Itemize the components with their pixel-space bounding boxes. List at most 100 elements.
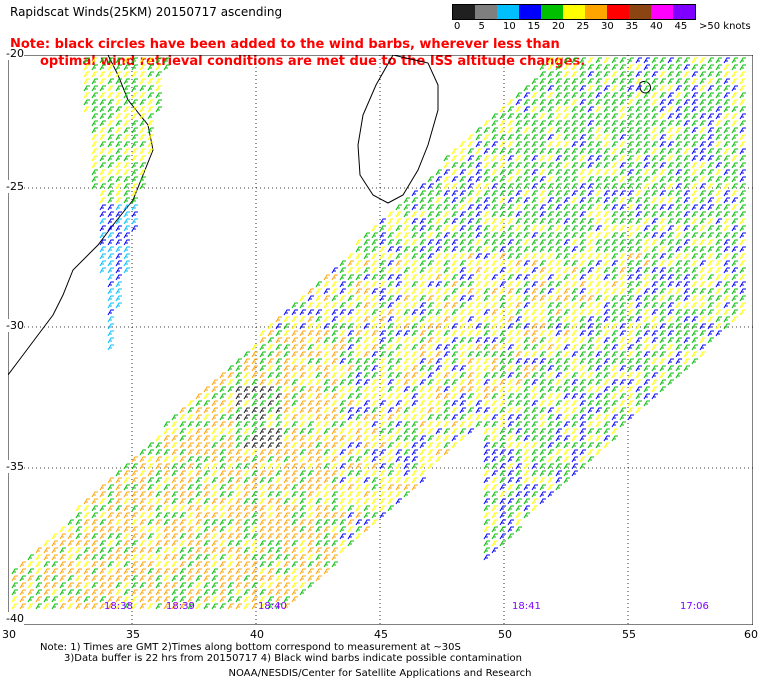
wind-barb bbox=[107, 323, 114, 330]
wind-barb bbox=[43, 540, 50, 547]
wind-barb bbox=[675, 190, 682, 197]
wind-barb bbox=[331, 484, 338, 491]
wind-barb bbox=[443, 204, 450, 211]
wind-barb bbox=[547, 400, 554, 407]
wind-barb bbox=[107, 78, 114, 85]
wind-barb bbox=[331, 463, 338, 470]
wind-barb bbox=[603, 344, 610, 351]
wind-barb bbox=[371, 260, 378, 267]
wind-barb bbox=[43, 554, 50, 561]
wind-barb bbox=[523, 218, 530, 225]
wind-barb bbox=[595, 309, 602, 316]
wind-barb bbox=[651, 309, 658, 316]
wind-barb bbox=[451, 351, 458, 358]
wind-barb bbox=[699, 344, 706, 351]
wind-barb bbox=[67, 526, 74, 533]
wind-barb bbox=[307, 463, 314, 470]
longitude-label: 40 bbox=[250, 628, 264, 641]
wind-barb bbox=[131, 169, 138, 176]
wind-barb bbox=[739, 85, 746, 92]
wind-barb bbox=[547, 232, 554, 239]
wind-barb bbox=[643, 295, 650, 302]
wind-barb bbox=[115, 582, 122, 589]
wind-barb bbox=[683, 351, 690, 358]
wind-barb bbox=[547, 120, 554, 127]
wind-barb bbox=[475, 337, 482, 344]
wind-barb bbox=[491, 344, 498, 351]
wind-barb bbox=[459, 330, 466, 337]
wind-barb bbox=[147, 533, 154, 540]
wind-barb bbox=[235, 547, 242, 554]
wind-barb bbox=[531, 190, 538, 197]
wind-barb bbox=[547, 316, 554, 323]
wind-barb bbox=[707, 211, 714, 218]
wind-barb bbox=[579, 351, 586, 358]
wind-barb bbox=[51, 533, 58, 540]
wind-barb bbox=[571, 330, 578, 337]
wind-barb bbox=[571, 134, 578, 141]
wind-barb bbox=[451, 393, 458, 400]
wind-barb bbox=[603, 330, 610, 337]
wind-barb bbox=[619, 141, 626, 148]
wind-barb bbox=[315, 337, 322, 344]
wind-barb bbox=[379, 358, 386, 365]
wind-barb bbox=[643, 246, 650, 253]
wind-barb bbox=[699, 57, 706, 64]
wind-barb bbox=[371, 470, 378, 477]
wind-barb bbox=[651, 358, 658, 365]
wind-barb bbox=[179, 547, 186, 554]
wind-barb bbox=[291, 463, 298, 470]
wind-barb bbox=[435, 449, 442, 456]
footer-line-1: Note: 1) Times are GMT 2)Times along bot… bbox=[40, 642, 461, 653]
wind-barb bbox=[131, 218, 138, 225]
wind-barb bbox=[451, 190, 458, 197]
wind-barb bbox=[587, 253, 594, 260]
wind-barb bbox=[403, 239, 410, 246]
wind-barb bbox=[619, 85, 626, 92]
wind-barb bbox=[683, 148, 690, 155]
wind-barb bbox=[515, 183, 522, 190]
wind-barb bbox=[19, 589, 26, 596]
wind-barb bbox=[219, 435, 226, 442]
wind-barb bbox=[395, 246, 402, 253]
wind-barb bbox=[291, 400, 298, 407]
wind-barb bbox=[363, 477, 370, 484]
wind-barb bbox=[451, 309, 458, 316]
legend-label: 25 bbox=[576, 21, 590, 32]
wind-barb bbox=[539, 197, 546, 204]
wind-barb bbox=[291, 407, 298, 414]
wind-barb bbox=[555, 407, 562, 414]
wind-barb bbox=[491, 225, 498, 232]
wind-barb bbox=[691, 281, 698, 288]
wind-barb bbox=[659, 379, 666, 386]
wind-barb bbox=[243, 428, 250, 435]
wind-barb bbox=[667, 274, 674, 281]
wind-barb bbox=[427, 323, 434, 330]
wind-barb bbox=[123, 519, 130, 526]
wind-barb bbox=[483, 120, 490, 127]
wind-barb bbox=[595, 442, 602, 449]
wind-barb bbox=[355, 505, 362, 512]
wind-barb bbox=[435, 358, 442, 365]
wind-barb bbox=[91, 540, 98, 547]
wind-barb bbox=[651, 71, 658, 78]
wind-barb bbox=[739, 253, 746, 260]
wind-barb bbox=[571, 288, 578, 295]
wind-barb bbox=[243, 554, 250, 561]
wind-barb bbox=[291, 498, 298, 505]
wind-barb bbox=[499, 260, 506, 267]
wind-barb bbox=[491, 379, 498, 386]
wind-barb bbox=[419, 400, 426, 407]
wind-barb bbox=[691, 253, 698, 260]
wind-barb bbox=[331, 498, 338, 505]
wind-barb bbox=[515, 407, 522, 414]
wind-barb bbox=[259, 498, 266, 505]
wind-barb bbox=[515, 393, 522, 400]
wind-barb bbox=[395, 386, 402, 393]
wind-barb bbox=[683, 260, 690, 267]
wind-barb bbox=[187, 400, 194, 407]
wind-barb bbox=[243, 498, 250, 505]
wind-barb bbox=[395, 211, 402, 218]
wind-barb bbox=[371, 351, 378, 358]
wind-barb bbox=[363, 449, 370, 456]
